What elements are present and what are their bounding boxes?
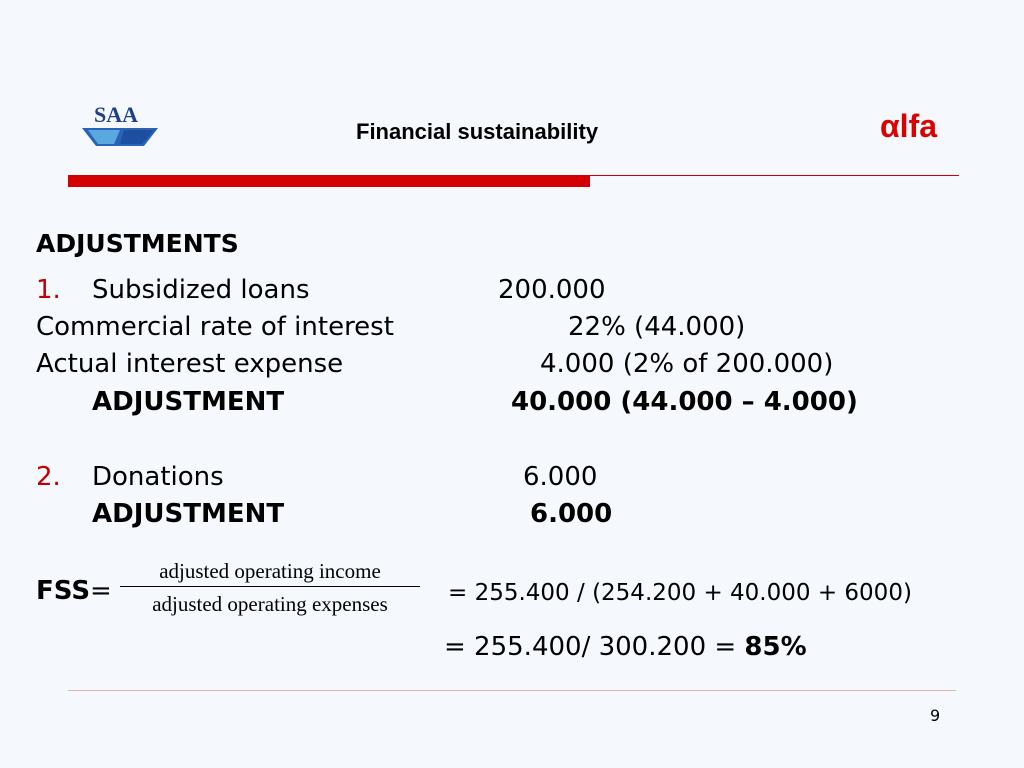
item2-adjustment-value: 6.000 (530, 499, 613, 529)
page-number: 9 (930, 706, 941, 725)
actual-label: Actual interest expense (36, 349, 344, 379)
formula-result: 85% (744, 632, 807, 662)
formula-line2: = 255.400/ 300.200 = 85% (444, 632, 807, 662)
formula-name: FSS (36, 576, 91, 606)
item1-adjustment-label: ADJUSTMENT (92, 387, 285, 417)
item2-number: 2. (36, 462, 61, 492)
header-rule-thin (590, 175, 959, 176)
formula-line2-prefix: = 255.400/ 300.200 = (444, 632, 745, 662)
item2-adjustment-label: ADJUSTMENT (92, 499, 285, 529)
rate-value: 22% (44.000) (568, 312, 746, 342)
item1-label: Subsidized loans (92, 275, 310, 305)
item1-adjustment-value: 40.000 (44.000 – 4.000) (511, 387, 858, 417)
section-title: ADJUSTMENTS (36, 229, 239, 258)
formula-line1: = 255.400 / (254.200 + 40.000 + 6000) (448, 580, 912, 606)
item1-value: 200.000 (498, 275, 606, 305)
actual-value: 4.000 (2% of 200.000) (540, 349, 834, 379)
item2-value: 6.000 (523, 462, 598, 492)
formula-label: FSS= (36, 576, 112, 606)
formula-fraction: adjusted operating income adjusted opera… (120, 558, 420, 617)
item1-number: 1. (36, 275, 61, 305)
formula-equals: = (90, 576, 112, 606)
logo-text: SAA (94, 102, 138, 127)
fraction-numerator: adjusted operating income (159, 559, 381, 583)
brand-logo: αlfa (880, 108, 938, 144)
saa-logo: SAA (82, 102, 158, 146)
footer-rule (68, 690, 956, 691)
fraction-denominator: adjusted operating expenses (152, 592, 388, 616)
rate-label: Commercial rate of interest (36, 312, 394, 342)
page-title: Financial sustainability (356, 119, 599, 144)
fraction-bar (120, 586, 420, 587)
item2-label: Donations (92, 462, 224, 492)
header-rule-thick (68, 175, 590, 187)
